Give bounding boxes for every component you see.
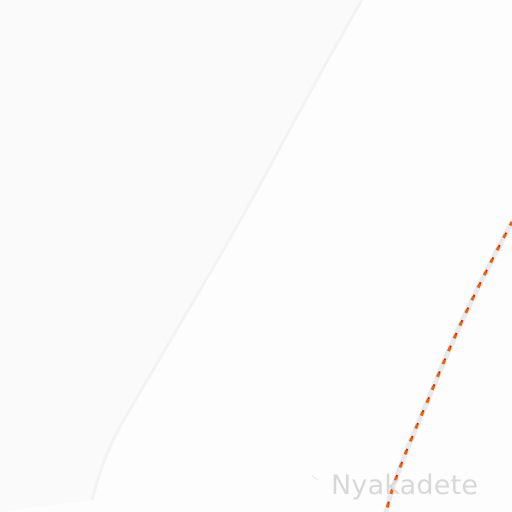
dashed-footpath[interactable] xyxy=(384,221,512,512)
place-marker xyxy=(311,475,319,481)
track-casing xyxy=(383,219,512,512)
place-label-nyakadete[interactable]: Nyakadete xyxy=(331,470,479,501)
dashed-footpath-alt xyxy=(385,221,512,512)
landuse-area-edge xyxy=(90,0,364,501)
landuse-area xyxy=(0,0,362,512)
